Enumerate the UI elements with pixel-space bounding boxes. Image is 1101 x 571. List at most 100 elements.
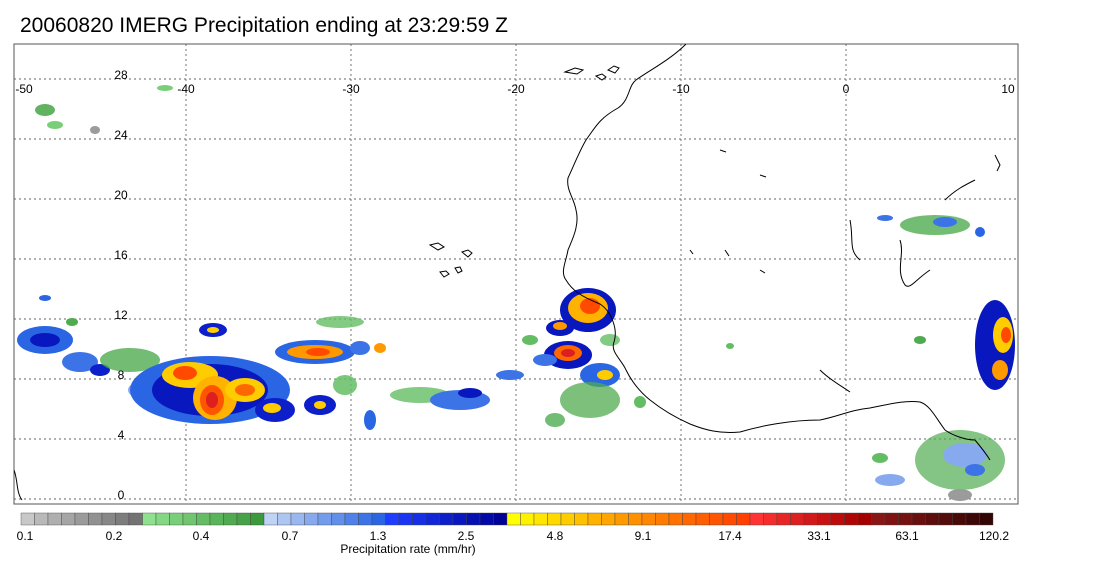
lat-label: 12 [114,308,128,322]
colorbar-swatch [695,512,710,526]
colorbar-swatch [439,512,454,526]
colorbar-tick-label: 4.8 [547,529,564,543]
lon-label: -20 [507,82,525,96]
colorbar-swatch [331,512,346,526]
colorbar-swatch [317,512,332,526]
colorbar-swatch [952,512,967,526]
colorbar-swatch [493,512,508,526]
colorbar-swatch [736,512,751,526]
precipitation-field [17,85,1015,501]
colorbar-swatch [925,512,940,526]
colorbar-swatch [34,512,49,526]
lat-label: 0 [118,488,125,502]
colorbar-title: Precipitation rate (mm/hr) [340,542,475,556]
colorbar-swatch [47,512,62,526]
colorbar-swatch [520,512,535,526]
colorbar-swatch [20,512,35,526]
colorbar-swatch [479,512,494,526]
colorbar-swatch [790,512,805,526]
colorbar-swatch [101,512,116,526]
colorbar-swatch [74,512,89,526]
colorbar-tick-label: 0.2 [106,529,123,543]
lon-label: 0 [843,82,850,96]
colorbar-swatch [263,512,278,526]
colorbar-tick-label: 2.5 [458,529,475,543]
colorbar-swatch [817,512,832,526]
latitude-labels: 28 24 20 16 12 8 4 0 [114,68,128,502]
colorbar-swatch [560,512,575,526]
colorbar-swatch [506,512,521,526]
colorbar-swatch [533,512,548,526]
colorbar-swatch [88,512,103,526]
colorbar-swatch [803,512,818,526]
lat-label: 28 [114,68,128,82]
colorbar-tick-label: 63.1 [895,529,919,543]
colorbar-swatch [385,512,400,526]
coastline [14,44,1001,501]
longitude-labels: -50 -40 -30 -20 -10 0 10 [15,82,1015,96]
lon-label: -30 [342,82,360,96]
colorbar-swatch [844,512,859,526]
lat-label: 20 [114,188,128,202]
colorbar-swatch [884,512,899,526]
colorbar-swatch [709,512,724,526]
colorbar-swatch [115,512,130,526]
lat-label: 16 [114,248,128,262]
colorbar-swatch [911,512,926,526]
colorbar-swatch [61,512,76,526]
colorbar-swatch [155,512,170,526]
colorbar-swatch [641,512,656,526]
colorbar-swatch [763,512,778,526]
lon-label: -50 [15,82,33,96]
colorbar-swatch [547,512,562,526]
colorbar-swatch [776,512,791,526]
colorbar-tick-label: 0.1 [17,529,34,543]
colorbar-swatch [898,512,913,526]
colorbar-swatch [587,512,602,526]
colorbar-swatch [979,512,994,526]
colorbar-tick-label: 1.3 [370,529,387,543]
colorbar-swatch [614,512,629,526]
colorbar-swatch [655,512,670,526]
lon-label: -10 [672,82,690,96]
colorbar-swatch [277,512,292,526]
lon-label: -40 [177,82,195,96]
colorbar-swatch [128,512,143,526]
colorbar-tick-label: 17.4 [718,529,742,543]
colorbar-swatch [601,512,616,526]
lat-label: 4 [118,428,125,442]
lat-label: 24 [114,128,128,142]
colorbar-swatch [290,512,305,526]
colorbar-tick-label: 120.2 [979,529,1009,543]
lon-label: 10 [1001,82,1015,96]
colorbar-swatch [628,512,643,526]
colorbar-swatch [452,512,467,526]
colorbar-swatch [142,512,157,526]
colorbar-swatch [857,512,872,526]
colorbar-tick-label: 0.4 [193,529,210,543]
colorbar-swatches [20,512,994,526]
colorbar-swatch [722,512,737,526]
colorbar-swatch [398,512,413,526]
colorbar-swatch [749,512,764,526]
colorbar-swatch [574,512,589,526]
colorbar-swatch [236,512,251,526]
colorbar-swatch [830,512,845,526]
colorbar-swatch [682,512,697,526]
colorbar-swatch [344,512,359,526]
colorbar-swatch [196,512,211,526]
colorbar-swatch [466,512,481,526]
colorbar-swatch [358,512,373,526]
colorbar-tick-label: 9.1 [635,529,652,543]
colorbar-ticks: 0.1 0.2 0.4 0.7 1.3 2.5 4.8 9.1 17.4 33.… [17,529,1010,543]
colorbar-tick-label: 0.7 [282,529,299,543]
colorbar-tick-label: 33.1 [807,529,831,543]
map-title: 20060820 IMERG Precipitation ending at 2… [20,14,508,37]
colorbar-swatch [871,512,886,526]
colorbar-swatch [250,512,265,526]
colorbar-swatch [223,512,238,526]
colorbar-swatch [304,512,319,526]
colorbar-swatch [371,512,386,526]
